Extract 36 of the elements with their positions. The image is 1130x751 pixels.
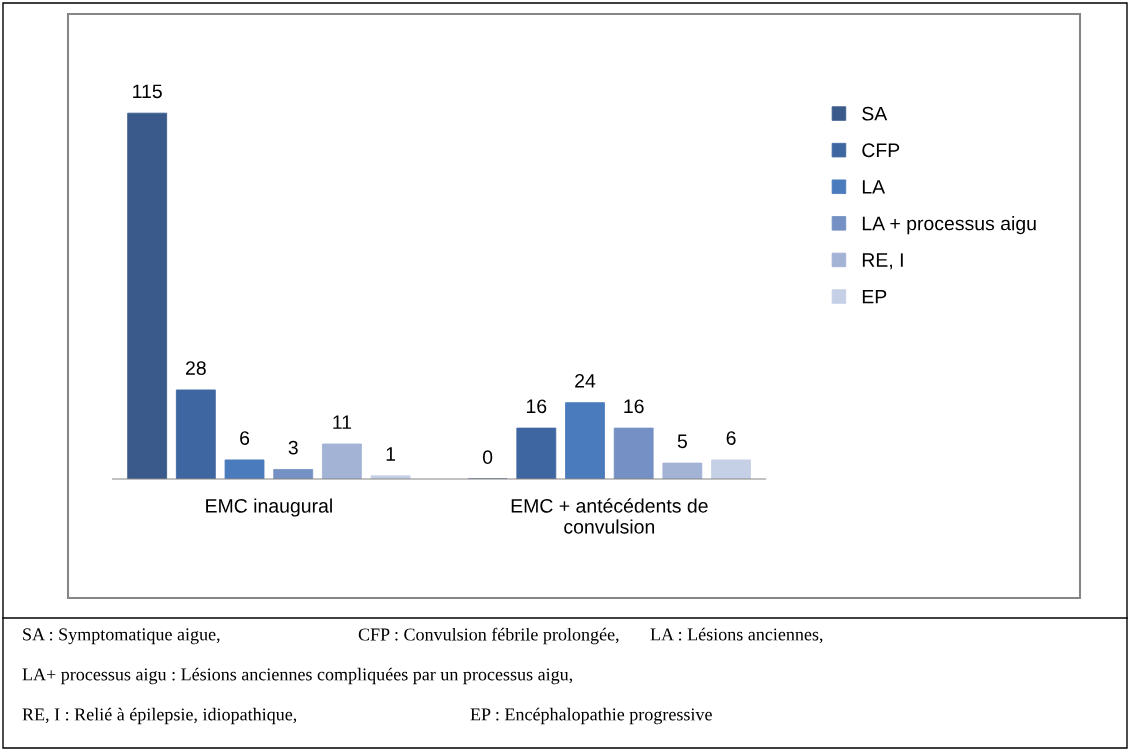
legend-label: LA + processus aigu: [862, 216, 1036, 235]
data-label: 5: [677, 434, 687, 449]
bar: [516, 427, 557, 479]
bar: [662, 462, 703, 479]
legend-label: CFP: [862, 143, 900, 158]
text: SA : Symptomatique aigue,: [23, 628, 220, 645]
legend-label: EP: [862, 289, 887, 304]
bar: [613, 427, 654, 479]
text: CFP : Convulsion fébrile prolongée,: [358, 627, 619, 645]
x-tick-label: EMC inaugural: [206, 498, 332, 517]
data-label: 6: [240, 431, 250, 445]
legend-label: LA: [862, 180, 886, 194]
bar: [322, 443, 362, 479]
bar: [175, 389, 216, 479]
data-label: 6: [726, 431, 736, 445]
x-tick-label: EMC + antécédents de convulsion: [511, 498, 708, 534]
text: LA : Lésions anciennes,: [650, 627, 823, 644]
data-label: 1: [386, 447, 396, 461]
data-label: 16: [624, 399, 644, 414]
bar: [127, 112, 168, 479]
bar: [273, 469, 314, 479]
data-label: 24: [575, 373, 596, 388]
bar: [711, 459, 751, 479]
text: RE, I : Relié à épilepsie, idiopathique,: [22, 707, 297, 725]
legend-label: RE, I: [862, 253, 903, 270]
data-label: 0: [482, 450, 493, 465]
data-label: 11: [333, 415, 352, 429]
data-label: 3: [288, 440, 298, 455]
text: EP : Encéphalopathie progressive: [470, 707, 712, 725]
data-label: 28: [186, 361, 206, 375]
data-label: 16: [526, 399, 547, 414]
legend-label: SA: [862, 106, 888, 121]
text: LA+ processus aigu : Lésions anciennes compliquées par un processus aigu,: [22, 667, 573, 685]
data-label: 115: [133, 84, 162, 99]
bar: [565, 402, 605, 479]
bar: [224, 459, 265, 479]
